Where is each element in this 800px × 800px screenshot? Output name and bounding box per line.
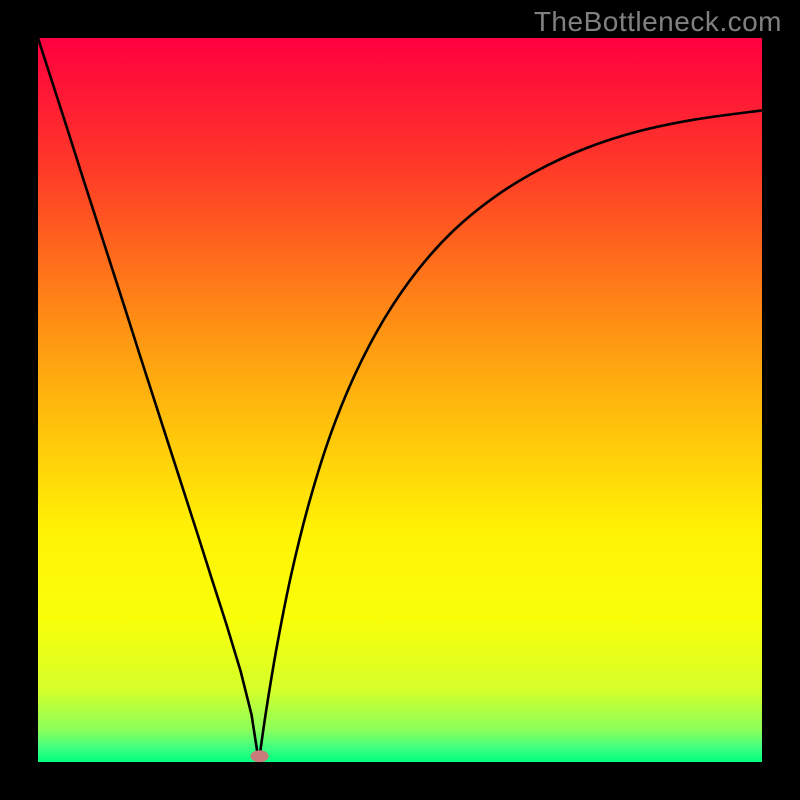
watermark-text: TheBottleneck.com bbox=[534, 6, 782, 38]
gradient-background bbox=[38, 38, 762, 762]
minimum-marker bbox=[251, 750, 269, 762]
chart-svg bbox=[38, 38, 762, 762]
plot-area bbox=[38, 38, 762, 762]
chart-container: TheBottleneck.com bbox=[0, 0, 800, 800]
